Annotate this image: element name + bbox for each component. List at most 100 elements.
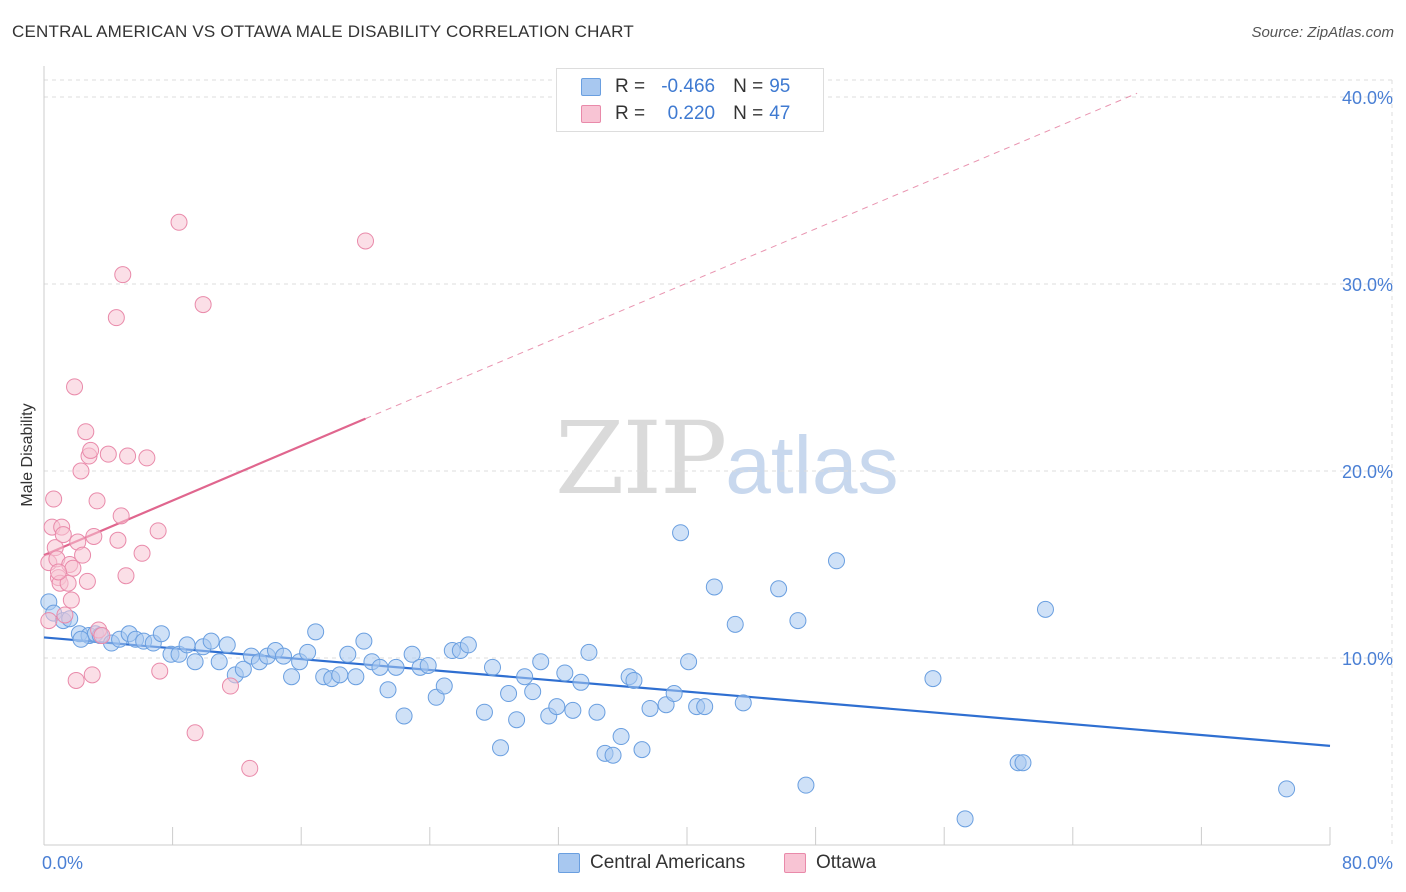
- point-central-americans: [202, 632, 220, 650]
- point-ottawa: [107, 309, 125, 327]
- point-central-americans: [633, 741, 651, 759]
- point-ottawa: [117, 567, 135, 585]
- point-ottawa: [72, 462, 90, 480]
- series-label: Ottawa: [816, 852, 877, 873]
- point-ottawa: [109, 531, 127, 549]
- legend-n-label: N =: [733, 103, 764, 124]
- point-ottawa: [54, 526, 72, 544]
- point-central-americans: [726, 615, 744, 633]
- point-ottawa: [99, 445, 117, 463]
- point-central-americans: [435, 677, 453, 695]
- point-central-americans: [705, 578, 723, 596]
- point-central-americans: [1278, 780, 1296, 798]
- point-central-americans: [347, 668, 365, 686]
- point-central-americans: [696, 698, 714, 716]
- point-ottawa: [221, 677, 239, 695]
- y-tick-label: 20.0%: [1342, 462, 1393, 482]
- point-ottawa: [119, 447, 137, 465]
- point-central-americans: [379, 681, 397, 699]
- point-central-americans: [588, 703, 606, 721]
- legend-row-ottawa: R = 0.220 N = 47: [581, 103, 790, 125]
- point-ottawa: [357, 232, 374, 250]
- point-central-americans: [72, 630, 90, 648]
- point-central-americans: [403, 645, 421, 663]
- point-central-americans: [789, 612, 807, 630]
- point-central-americans: [770, 580, 788, 598]
- point-central-americans: [152, 625, 170, 643]
- point-central-americans: [956, 810, 974, 828]
- legend-n-value: 95: [769, 76, 791, 97]
- point-ottawa: [194, 296, 212, 314]
- trend-lines: [43, 92, 1331, 747]
- point-central-americans: [548, 698, 566, 716]
- point-central-americans: [524, 683, 542, 701]
- point-central-americans: [387, 658, 405, 676]
- legend-n-label: N =: [733, 76, 764, 97]
- point-central-americans: [395, 707, 413, 725]
- point-ottawa: [83, 666, 101, 684]
- point-ottawa: [45, 490, 63, 508]
- point-central-americans: [532, 653, 550, 671]
- point-central-americans: [459, 636, 477, 654]
- point-central-americans: [556, 664, 574, 682]
- point-ottawa: [77, 423, 95, 441]
- point-ottawa: [62, 591, 80, 609]
- point-central-americans: [1036, 600, 1054, 618]
- point-central-americans: [572, 673, 590, 691]
- point-central-americans: [218, 636, 236, 654]
- watermark-atlas: atlas: [725, 420, 899, 511]
- point-ottawa: [186, 724, 204, 742]
- series-legend-ottawa: Ottawa: [784, 852, 876, 874]
- point-central-americans: [355, 632, 373, 650]
- point-central-americans: [283, 668, 301, 686]
- point-central-americans: [924, 670, 942, 688]
- tick-labels: 10.0% 20.0% 30.0% 40.0% 0.0% 80.0%: [42, 88, 1393, 873]
- point-central-americans: [612, 728, 630, 746]
- y-tick-label: 30.0%: [1342, 275, 1393, 295]
- series-legend-central-americans: Central Americans: [558, 852, 745, 874]
- point-central-americans: [734, 694, 752, 712]
- point-ottawa: [74, 546, 92, 564]
- point-ottawa: [133, 544, 151, 562]
- point-ottawa: [40, 612, 58, 630]
- point-central-americans: [483, 658, 501, 676]
- x-tick-label-max: 80.0%: [1342, 853, 1393, 873]
- chart-title: CENTRAL AMERICAN VS OTTAWA MALE DISABILI…: [12, 22, 634, 41]
- point-central-americans: [672, 524, 690, 542]
- legend-r-value: 0.220: [667, 103, 716, 124]
- point-ottawa: [88, 492, 106, 510]
- point-central-americans: [580, 643, 598, 661]
- series-label: Central Americans: [590, 852, 746, 873]
- legend-r-label: R =: [615, 76, 646, 97]
- point-central-americans: [234, 660, 252, 678]
- point-central-americans: [641, 699, 659, 717]
- series-swatch-pink: [784, 853, 806, 873]
- point-central-americans: [475, 703, 493, 721]
- point-central-americans: [275, 647, 293, 665]
- point-central-americans: [178, 636, 196, 654]
- point-ottawa: [114, 266, 132, 284]
- legend-r-label: R =: [615, 103, 646, 124]
- point-central-americans: [564, 701, 582, 719]
- point-central-americans: [307, 623, 325, 641]
- legend-swatch-blue: [581, 78, 601, 96]
- point-central-americans: [492, 739, 510, 757]
- point-ottawa: [85, 527, 103, 545]
- chart-source: Source: ZipAtlas.com: [1251, 24, 1394, 41]
- point-ottawa: [64, 559, 82, 577]
- legend-n-value: 47: [769, 103, 791, 124]
- zipatlas-watermark: ZIPatlas: [555, 400, 899, 517]
- point-ottawa: [149, 522, 167, 540]
- point-central-americans: [516, 668, 534, 686]
- point-ottawa: [241, 759, 259, 777]
- point-central-americans: [500, 685, 518, 703]
- grid-lines: [44, 79, 1393, 845]
- point-ottawa: [151, 662, 169, 680]
- point-ottawa: [66, 378, 84, 396]
- point-central-americans: [299, 643, 317, 661]
- point-central-americans: [186, 653, 204, 671]
- point-ottawa: [112, 507, 130, 525]
- y-tick-label: 40.0%: [1342, 88, 1393, 108]
- point-central-americans: [680, 653, 698, 671]
